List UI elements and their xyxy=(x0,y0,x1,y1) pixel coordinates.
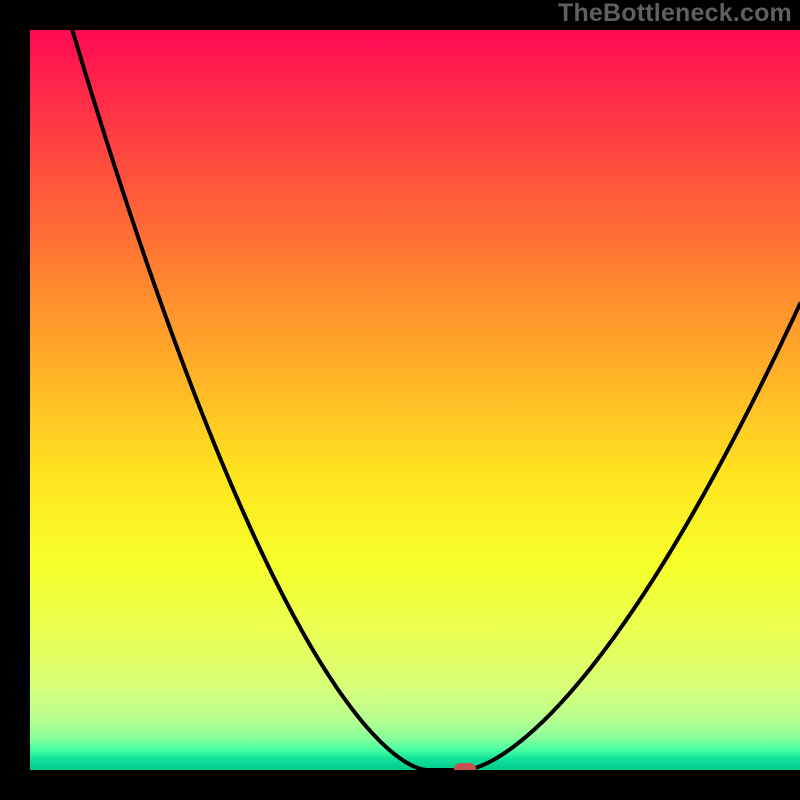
frame-left xyxy=(0,0,30,800)
chart-stage: TheBottleneck.com xyxy=(0,0,800,800)
frame-bottom xyxy=(0,770,800,800)
plot-area xyxy=(0,0,800,800)
watermark: TheBottleneck.com xyxy=(558,0,792,26)
watermark-line1: TheBottleneck.com xyxy=(558,0,792,26)
plot-background xyxy=(30,30,800,770)
bottleneck-curve-chart xyxy=(0,0,800,800)
